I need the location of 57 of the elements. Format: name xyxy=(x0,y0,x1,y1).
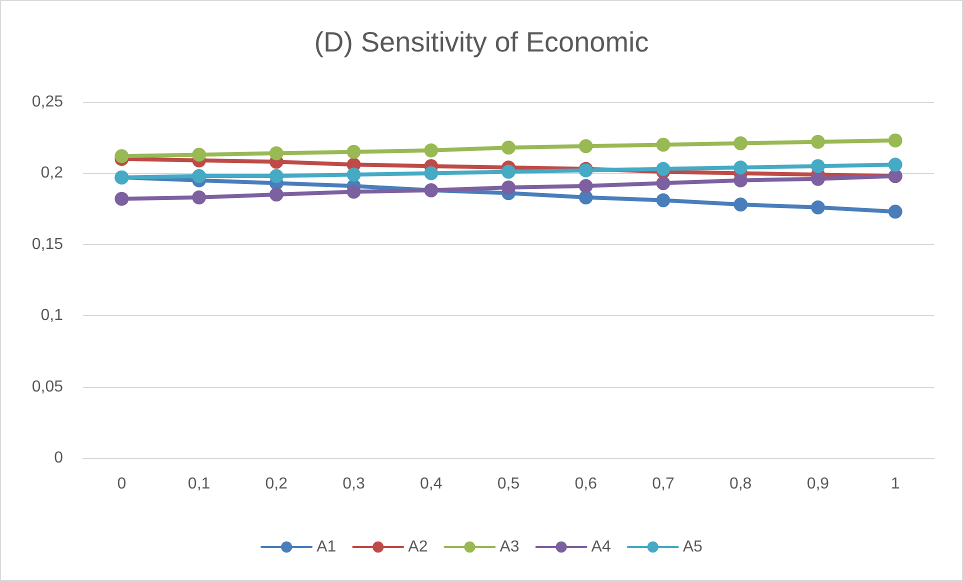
x-tick-label: 0,8 xyxy=(729,476,752,492)
point xyxy=(810,172,825,186)
point xyxy=(502,140,516,155)
point xyxy=(269,169,284,184)
point xyxy=(269,188,284,202)
point xyxy=(192,169,206,184)
x-tick-label: 0,4 xyxy=(420,476,442,492)
point xyxy=(424,143,438,158)
x-tick-label: 0,6 xyxy=(574,476,598,492)
legend-label: A5 xyxy=(682,538,703,556)
point xyxy=(424,166,438,180)
legend-label: A2 xyxy=(408,538,428,556)
point xyxy=(734,198,748,212)
point xyxy=(269,146,284,160)
point xyxy=(734,136,748,150)
y-tick-label: 0,1 xyxy=(40,307,64,324)
point xyxy=(810,134,825,149)
x-tick-label: 1 xyxy=(890,476,900,492)
point xyxy=(192,148,206,162)
point xyxy=(578,139,593,154)
point xyxy=(888,158,902,172)
point xyxy=(502,164,516,179)
point xyxy=(502,180,516,194)
point xyxy=(656,193,670,208)
point xyxy=(810,200,825,214)
point xyxy=(114,192,129,206)
y-tick-label: 0,2 xyxy=(40,164,64,182)
point xyxy=(810,159,825,174)
point xyxy=(346,184,361,199)
x-tick-label: 0 xyxy=(117,476,126,492)
point xyxy=(192,190,206,204)
x-tick-label: 0,1 xyxy=(188,476,210,492)
point xyxy=(346,168,361,182)
legend-label: A1 xyxy=(316,538,336,556)
point xyxy=(578,179,593,194)
x-tick-label: 0,9 xyxy=(806,476,830,492)
point xyxy=(656,176,670,190)
point xyxy=(888,204,902,219)
point xyxy=(888,133,902,148)
point xyxy=(656,162,670,176)
chart-title: (D) Sensitivity of Economic xyxy=(314,26,649,58)
point xyxy=(346,144,361,159)
point xyxy=(734,173,748,188)
point xyxy=(114,149,129,164)
point xyxy=(734,160,748,174)
x-tick-label: 0,2 xyxy=(265,476,288,492)
x-tick-label: 0,3 xyxy=(342,476,365,492)
y-tick-label: 0,15 xyxy=(32,236,64,253)
x-tick-label: 0,7 xyxy=(652,476,674,492)
y-tick-label: 0,25 xyxy=(32,94,64,110)
legend-label: A4 xyxy=(591,538,611,556)
y-tick-label: 0 xyxy=(54,450,64,466)
point xyxy=(578,190,593,204)
y-tick-label: 0,05 xyxy=(32,378,64,396)
point xyxy=(656,138,670,152)
legend-label: A3 xyxy=(500,538,520,556)
x-tick-label: 0,5 xyxy=(497,476,520,492)
